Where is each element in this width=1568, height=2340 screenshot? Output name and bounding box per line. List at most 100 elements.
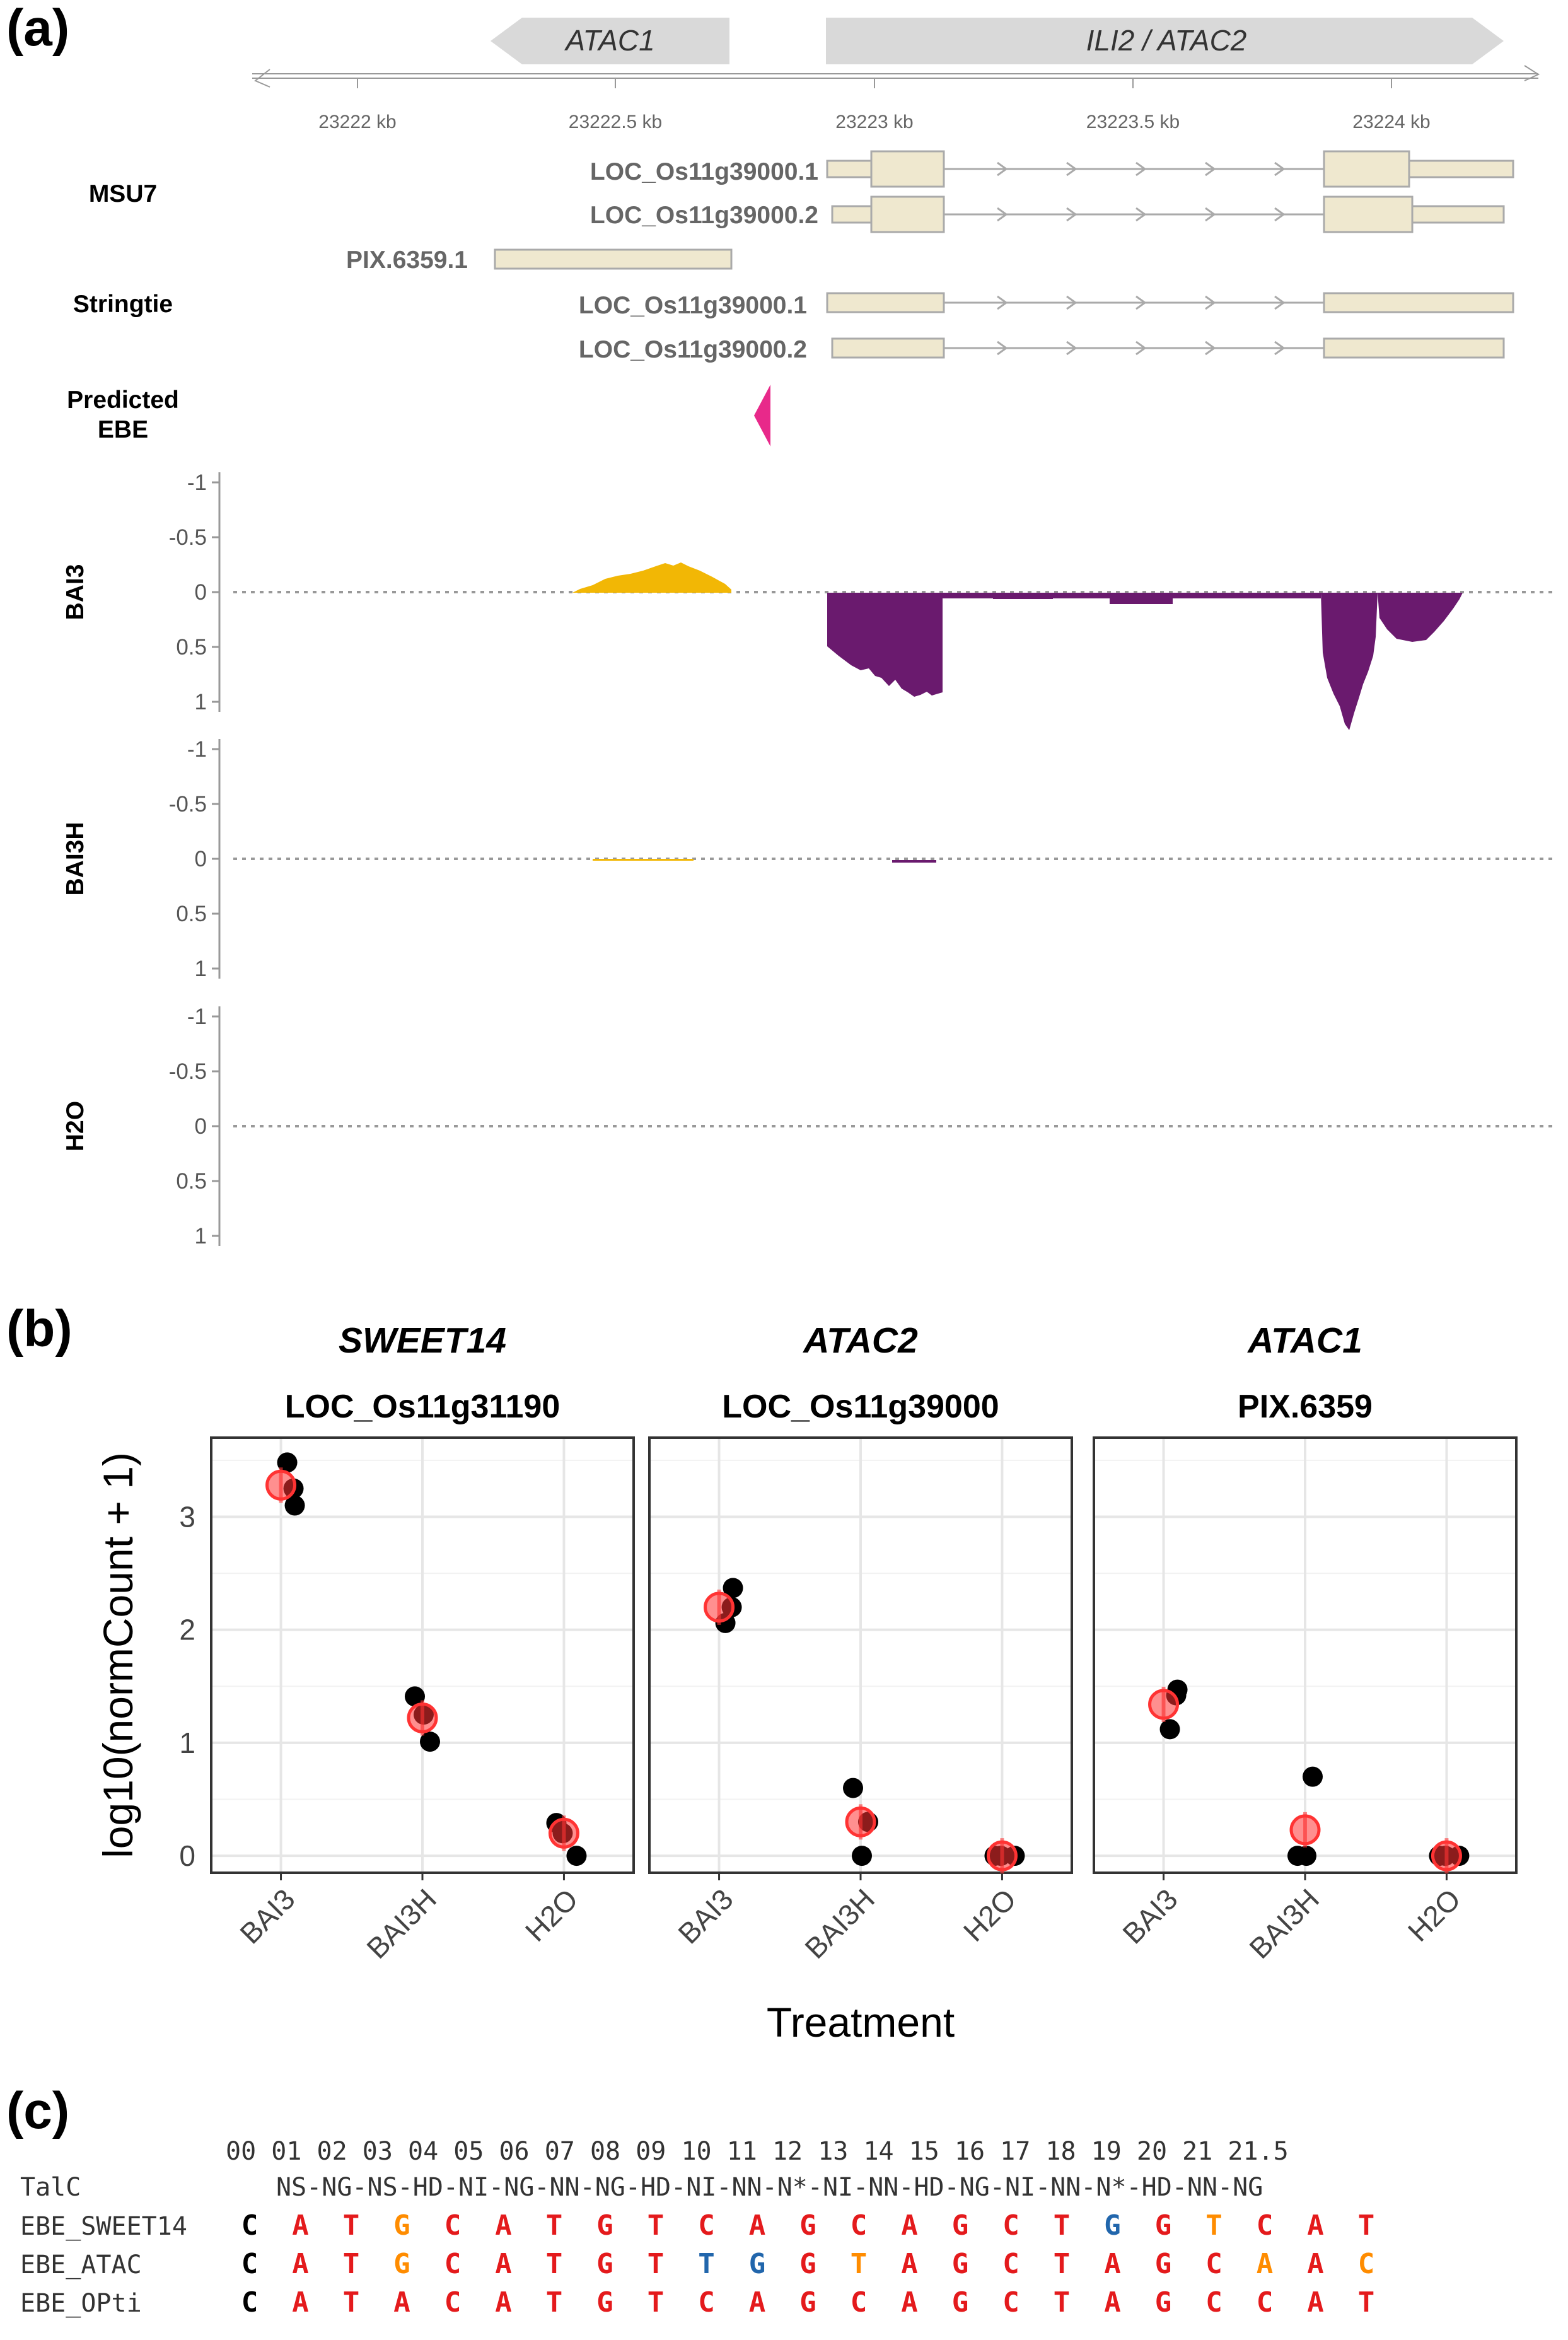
replicate-point bbox=[1296, 1846, 1316, 1866]
panel-c-letter: (c) bbox=[6, 2082, 69, 2139]
mean-point bbox=[265, 1469, 297, 1501]
sequence-base: C bbox=[444, 2209, 462, 2242]
coverage-tick-label: 1 bbox=[195, 957, 207, 981]
intron-arrows bbox=[997, 161, 1286, 356]
group-label-ebe: EBE bbox=[98, 416, 148, 443]
sequence-base: C bbox=[1002, 2248, 1019, 2280]
axis-tick-label: 23223 kb bbox=[835, 112, 913, 132]
x-axis-title: Treatment bbox=[767, 1999, 955, 2046]
sequence-base: A bbox=[1307, 2248, 1324, 2280]
gene-arrow-ili2-atac2: ILI2 / ATAC2 bbox=[826, 18, 1504, 64]
axis-tick-label: 23224 kb bbox=[1352, 112, 1430, 132]
sequence-base: A bbox=[1257, 2248, 1274, 2280]
sequence-base: T bbox=[546, 2286, 563, 2319]
genomic-axis: 23222 kb 23222.5 kb 23223 kb 23223.5 kb … bbox=[252, 65, 1540, 132]
x-tick-label: H2O bbox=[957, 1882, 1023, 1948]
coverage-tick-label: -1 bbox=[187, 1004, 207, 1029]
coverage-tick-label: 0 bbox=[195, 580, 207, 605]
y-tick-label: 2 bbox=[179, 1614, 195, 1646]
coverage-tick-label: -0.5 bbox=[169, 792, 207, 817]
facet-gene-title: ATAC1 bbox=[1246, 1320, 1362, 1361]
mean-point bbox=[407, 1702, 438, 1733]
facet-id-title: LOC_Os11g31190 bbox=[285, 1388, 560, 1425]
sequence-base: T bbox=[546, 2209, 563, 2242]
sequence-base: G bbox=[749, 2248, 766, 2280]
coverage-tick-label: 1 bbox=[195, 690, 207, 714]
replicate-point bbox=[852, 1846, 872, 1866]
axis-tick-label: 23223.5 kb bbox=[1086, 112, 1180, 132]
coverage-tick-label: 0 bbox=[195, 847, 207, 871]
facet-id-title: PIX.6359 bbox=[1238, 1388, 1373, 1425]
ebe-marker bbox=[754, 385, 770, 446]
transcript-label: LOC_Os11g39000.1 bbox=[579, 292, 807, 319]
sequence-base: G bbox=[952, 2209, 969, 2242]
sequence-base: T bbox=[1054, 2286, 1071, 2319]
coverage-bai3-signal bbox=[572, 562, 1463, 730]
sequence-base: C bbox=[1002, 2286, 1019, 2319]
mean-point bbox=[548, 1817, 579, 1849]
coverage-tick-label: 1 bbox=[195, 1224, 207, 1249]
sequence-base: C bbox=[1205, 2286, 1222, 2319]
sequence-base: A bbox=[495, 2209, 512, 2242]
mean-point bbox=[1148, 1689, 1180, 1720]
y-tick-label: 3 bbox=[179, 1500, 195, 1533]
sequence-base: G bbox=[596, 2209, 613, 2242]
sequence-base: T bbox=[343, 2209, 360, 2242]
sequence-base: A bbox=[901, 2248, 918, 2280]
transcript-label: LOC_Os11g39000.2 bbox=[579, 336, 807, 363]
coverage-tick-label: -1 bbox=[187, 737, 207, 762]
sequence-base: C bbox=[851, 2286, 868, 2319]
sequence-base: T bbox=[698, 2248, 715, 2280]
group-label-predicted: Predicted bbox=[67, 387, 179, 414]
transcript-label: LOC_Os11g39000.2 bbox=[590, 202, 818, 229]
x-tick-label: BAI3H bbox=[798, 1882, 881, 1965]
sequence-base: A bbox=[495, 2248, 512, 2280]
x-tick-label: BAI3 bbox=[1116, 1882, 1183, 1950]
sequence-base: C bbox=[698, 2209, 715, 2242]
mean-point bbox=[1289, 1814, 1321, 1846]
sequence-base: G bbox=[393, 2209, 410, 2242]
sequence-base: C bbox=[444, 2248, 462, 2280]
coverage-tick-label: -0.5 bbox=[169, 525, 207, 550]
x-tick-label: H2O bbox=[1402, 1882, 1467, 1948]
sequence-base: G bbox=[596, 2286, 613, 2319]
replicate-point bbox=[420, 1732, 440, 1752]
coverage-track-label: H2O bbox=[62, 1101, 89, 1151]
mean-point bbox=[986, 1840, 1018, 1871]
sequence-label: EBE_SWEET14 bbox=[20, 2212, 187, 2241]
sequence-base: C bbox=[1257, 2209, 1274, 2242]
sequence-label: EBE_OPti bbox=[20, 2289, 142, 2318]
sequence-base: T bbox=[1358, 2209, 1375, 2242]
sequence-base: G bbox=[1104, 2209, 1121, 2242]
sequence-base: A bbox=[292, 2209, 309, 2242]
facet-gene-title: ATAC2 bbox=[802, 1320, 918, 1361]
transcript-models bbox=[494, 150, 1514, 359]
gene-arrow-atac1: ATAC1 bbox=[491, 18, 729, 64]
coverage-tick-label: 0.5 bbox=[176, 902, 207, 926]
sequence-base: T bbox=[343, 2286, 360, 2319]
coverage-tick-label: -0.5 bbox=[169, 1059, 207, 1084]
sequence-base: G bbox=[799, 2209, 816, 2242]
sequence-base: C bbox=[241, 2286, 258, 2319]
replicate-point bbox=[566, 1846, 587, 1866]
panel-b-letter: (b) bbox=[6, 1300, 73, 1358]
sequence-base: T bbox=[1358, 2286, 1375, 2319]
group-label-stringtie: Stringtie bbox=[73, 291, 173, 318]
sequence-base: T bbox=[343, 2248, 360, 2280]
sequence-base: A bbox=[1307, 2209, 1324, 2242]
coverage-bai3h-signal bbox=[593, 859, 936, 863]
sequence-base: G bbox=[1155, 2248, 1172, 2280]
x-tick-label: BAI3H bbox=[360, 1882, 443, 1965]
sequence-base: C bbox=[241, 2209, 258, 2242]
axis-tick-label: 23222.5 kb bbox=[569, 112, 662, 132]
talc-label: TalC bbox=[20, 2173, 81, 2202]
coverage-tracks: -1 -0.5 0 0.5 1 BAI3 -1 -0.5 0 0.5 1 BAI3H -1 -0.5 0 0.… bbox=[62, 470, 1557, 1249]
sequence-base: A bbox=[292, 2248, 309, 2280]
sequence-base: A bbox=[393, 2286, 410, 2319]
transcript-label: LOC_Os11g39000.1 bbox=[590, 158, 818, 185]
sequence-base: G bbox=[393, 2248, 410, 2280]
replicate-point bbox=[723, 1578, 743, 1598]
sequence-base: A bbox=[1104, 2286, 1121, 2319]
sequence-base: G bbox=[1155, 2209, 1172, 2242]
